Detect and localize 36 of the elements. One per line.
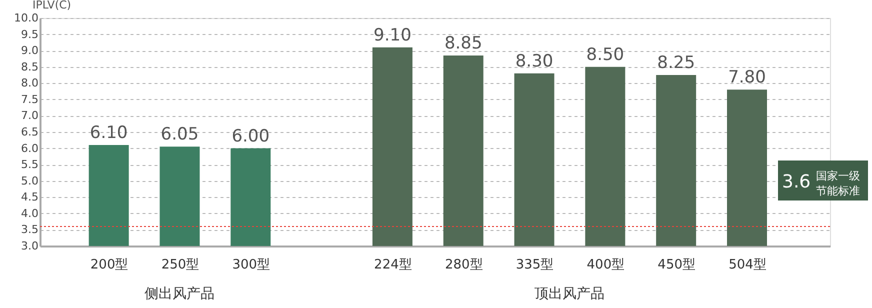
data-label: 8.25 — [657, 53, 696, 73]
y-tick-label: 8.0 — [21, 76, 38, 90]
x-tick-label: 300型 — [232, 258, 270, 272]
x-tick-label: 224型 — [374, 258, 412, 272]
data-label: 8.30 — [515, 51, 554, 72]
x-tick-label: 250型 — [161, 258, 200, 272]
y-tick-label: 7.0 — [21, 109, 38, 122]
y-tick-label: 9.5 — [21, 28, 38, 41]
y-axis-title: IPLV(C) — [32, 0, 72, 12]
y-tick-label: 10.0 — [14, 12, 38, 24]
x-tick-label: 450型 — [658, 258, 696, 272]
x-tick-label: 504型 — [728, 258, 766, 272]
y-tick-label: 3.0 — [21, 240, 38, 252]
text: 顶出风产品 — [534, 286, 605, 302]
x-tick-label: 335型 — [516, 258, 554, 272]
y-tick-label: 4.0 — [21, 206, 38, 220]
data-label: 7.80 — [728, 68, 766, 88]
y-tick-label: 8.5 — [21, 60, 38, 74]
y-tick-label: 6.0 — [21, 142, 38, 155]
data-label: 8.85 — [444, 33, 482, 54]
data-label: 6.00 — [232, 126, 270, 146]
y-tick-label: 5.0 — [21, 174, 38, 188]
data-label: 6.05 — [160, 124, 199, 145]
data-label: 9.10 — [374, 25, 412, 46]
text: 侧出风产品 — [144, 286, 215, 302]
y-tick-label: 4.5 — [21, 190, 38, 204]
x-tick-label: 400型 — [586, 258, 625, 272]
y-tick-label: 5.5 — [21, 158, 38, 172]
y-tick-label: 6.5 — [21, 126, 38, 138]
data-label: 6.10 — [90, 123, 128, 144]
x-tick-label: 200型 — [90, 258, 128, 272]
y-tick-label: 3.5 — [21, 223, 38, 236]
x-tick-label: 280型 — [444, 258, 483, 272]
y-tick-label: 7.5 — [21, 92, 38, 106]
y-tick-label: 9.0 — [21, 44, 38, 58]
data-label: 8.50 — [586, 44, 624, 65]
